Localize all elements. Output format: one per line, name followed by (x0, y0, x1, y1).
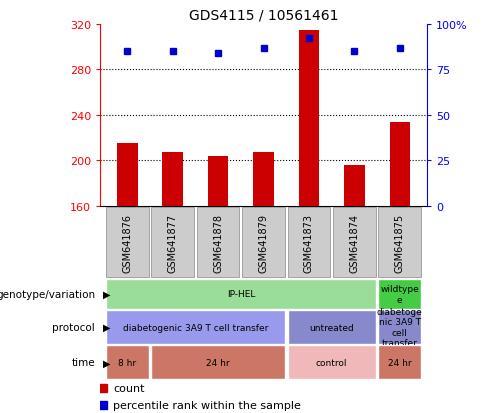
Text: wildtype
e: wildtype e (380, 285, 419, 304)
Bar (299, 31, 319, 206)
Bar (378, 311, 421, 344)
Text: GSM641873: GSM641873 (304, 213, 314, 272)
Text: diabetogenic 3A9 T cell transfer: diabetogenic 3A9 T cell transfer (122, 323, 268, 332)
Text: GSM641874: GSM641874 (349, 213, 359, 272)
Text: GSM641876: GSM641876 (122, 213, 132, 272)
Bar (106, 311, 285, 344)
Bar (151, 346, 285, 379)
Text: GSM641878: GSM641878 (213, 213, 223, 272)
Text: 8 hr: 8 hr (118, 358, 136, 367)
Bar (253, 153, 274, 206)
Text: genotype/variation: genotype/variation (0, 289, 95, 299)
Text: time: time (72, 357, 95, 368)
Text: percentile rank within the sample: percentile rank within the sample (113, 400, 301, 410)
Bar (163, 153, 183, 206)
Bar (242, 208, 285, 278)
Text: GSM641877: GSM641877 (168, 213, 178, 272)
Bar (208, 157, 228, 206)
Text: ▶: ▶ (102, 357, 110, 368)
Text: protocol: protocol (52, 322, 95, 332)
Bar (287, 346, 376, 379)
Bar (287, 311, 376, 344)
Bar (378, 346, 421, 379)
Bar (106, 280, 376, 309)
Bar (197, 208, 240, 278)
Text: 24 hr: 24 hr (206, 358, 230, 367)
Bar (344, 166, 365, 206)
Text: ▶: ▶ (102, 322, 110, 332)
Bar (378, 208, 421, 278)
Text: ▶: ▶ (102, 289, 110, 299)
Text: GSM641879: GSM641879 (259, 213, 268, 272)
Text: GSM641875: GSM641875 (395, 213, 405, 272)
Bar (333, 208, 376, 278)
Text: control: control (316, 358, 347, 367)
Bar (151, 208, 194, 278)
Bar (378, 280, 421, 309)
Bar (117, 144, 138, 206)
Text: diabetoge
nic 3A9 T
cell
transfer: diabetoge nic 3A9 T cell transfer (377, 307, 423, 347)
Bar (106, 346, 149, 379)
Text: untreated: untreated (309, 323, 354, 332)
Text: 24 hr: 24 hr (388, 358, 411, 367)
Bar (389, 123, 410, 206)
Text: IP-HEL: IP-HEL (226, 290, 255, 299)
Bar (106, 208, 149, 278)
Bar (287, 208, 330, 278)
Text: count: count (113, 383, 144, 393)
Title: GDS4115 / 10561461: GDS4115 / 10561461 (189, 8, 338, 22)
